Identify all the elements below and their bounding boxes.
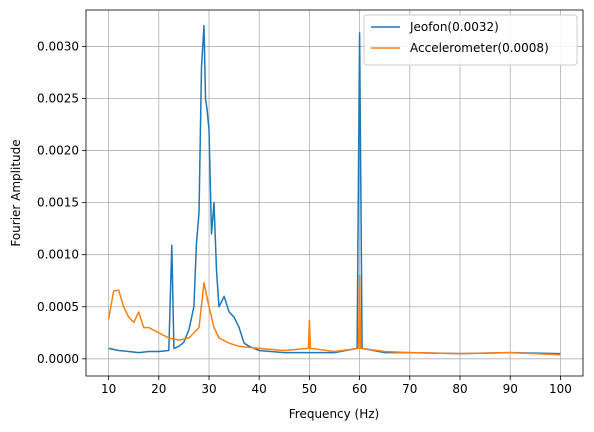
x-tick-label: 70: [402, 382, 417, 396]
x-tick-label: 10: [101, 382, 116, 396]
y-tick-label: 0.0010: [37, 248, 79, 262]
legend-label-accelerometer: Accelerometer(0.0008): [410, 41, 549, 55]
x-tick-label: 50: [302, 382, 317, 396]
y-tick-label: 0.0020: [37, 144, 79, 158]
y-tick-label: 0.0000: [37, 352, 79, 366]
x-tick-label: 80: [452, 382, 467, 396]
y-tick-label: 0.0030: [37, 39, 79, 53]
x-tick-label: 30: [201, 382, 216, 396]
y-tick-label: 0.0015: [37, 196, 79, 210]
x-tick-label: 60: [352, 382, 367, 396]
x-tick-label: 90: [503, 382, 518, 396]
y-axis-ticks: 0.0000 0.0005 0.0010 0.0015 0.0020 0.0025 0.00…: [37, 39, 86, 365]
legend-label-jeofon: Jeofon(0.0032): [409, 20, 499, 34]
x-tick-label: 20: [151, 382, 166, 396]
x-tick-label: 40: [252, 382, 267, 396]
y-tick-label: 0.0005: [37, 300, 79, 314]
y-tick-label: 0.0025: [37, 92, 79, 106]
x-axis-label: Frequency (Hz): [289, 407, 380, 421]
x-axis-ticks: 10 20 30 40 50 60 70 80 90 100: [101, 376, 572, 396]
legend: Jeofon(0.0032) Accelerometer(0.0008): [364, 15, 577, 65]
y-axis-label: Fourier Amplitude: [9, 139, 23, 246]
x-tick-label: 100: [549, 382, 572, 396]
